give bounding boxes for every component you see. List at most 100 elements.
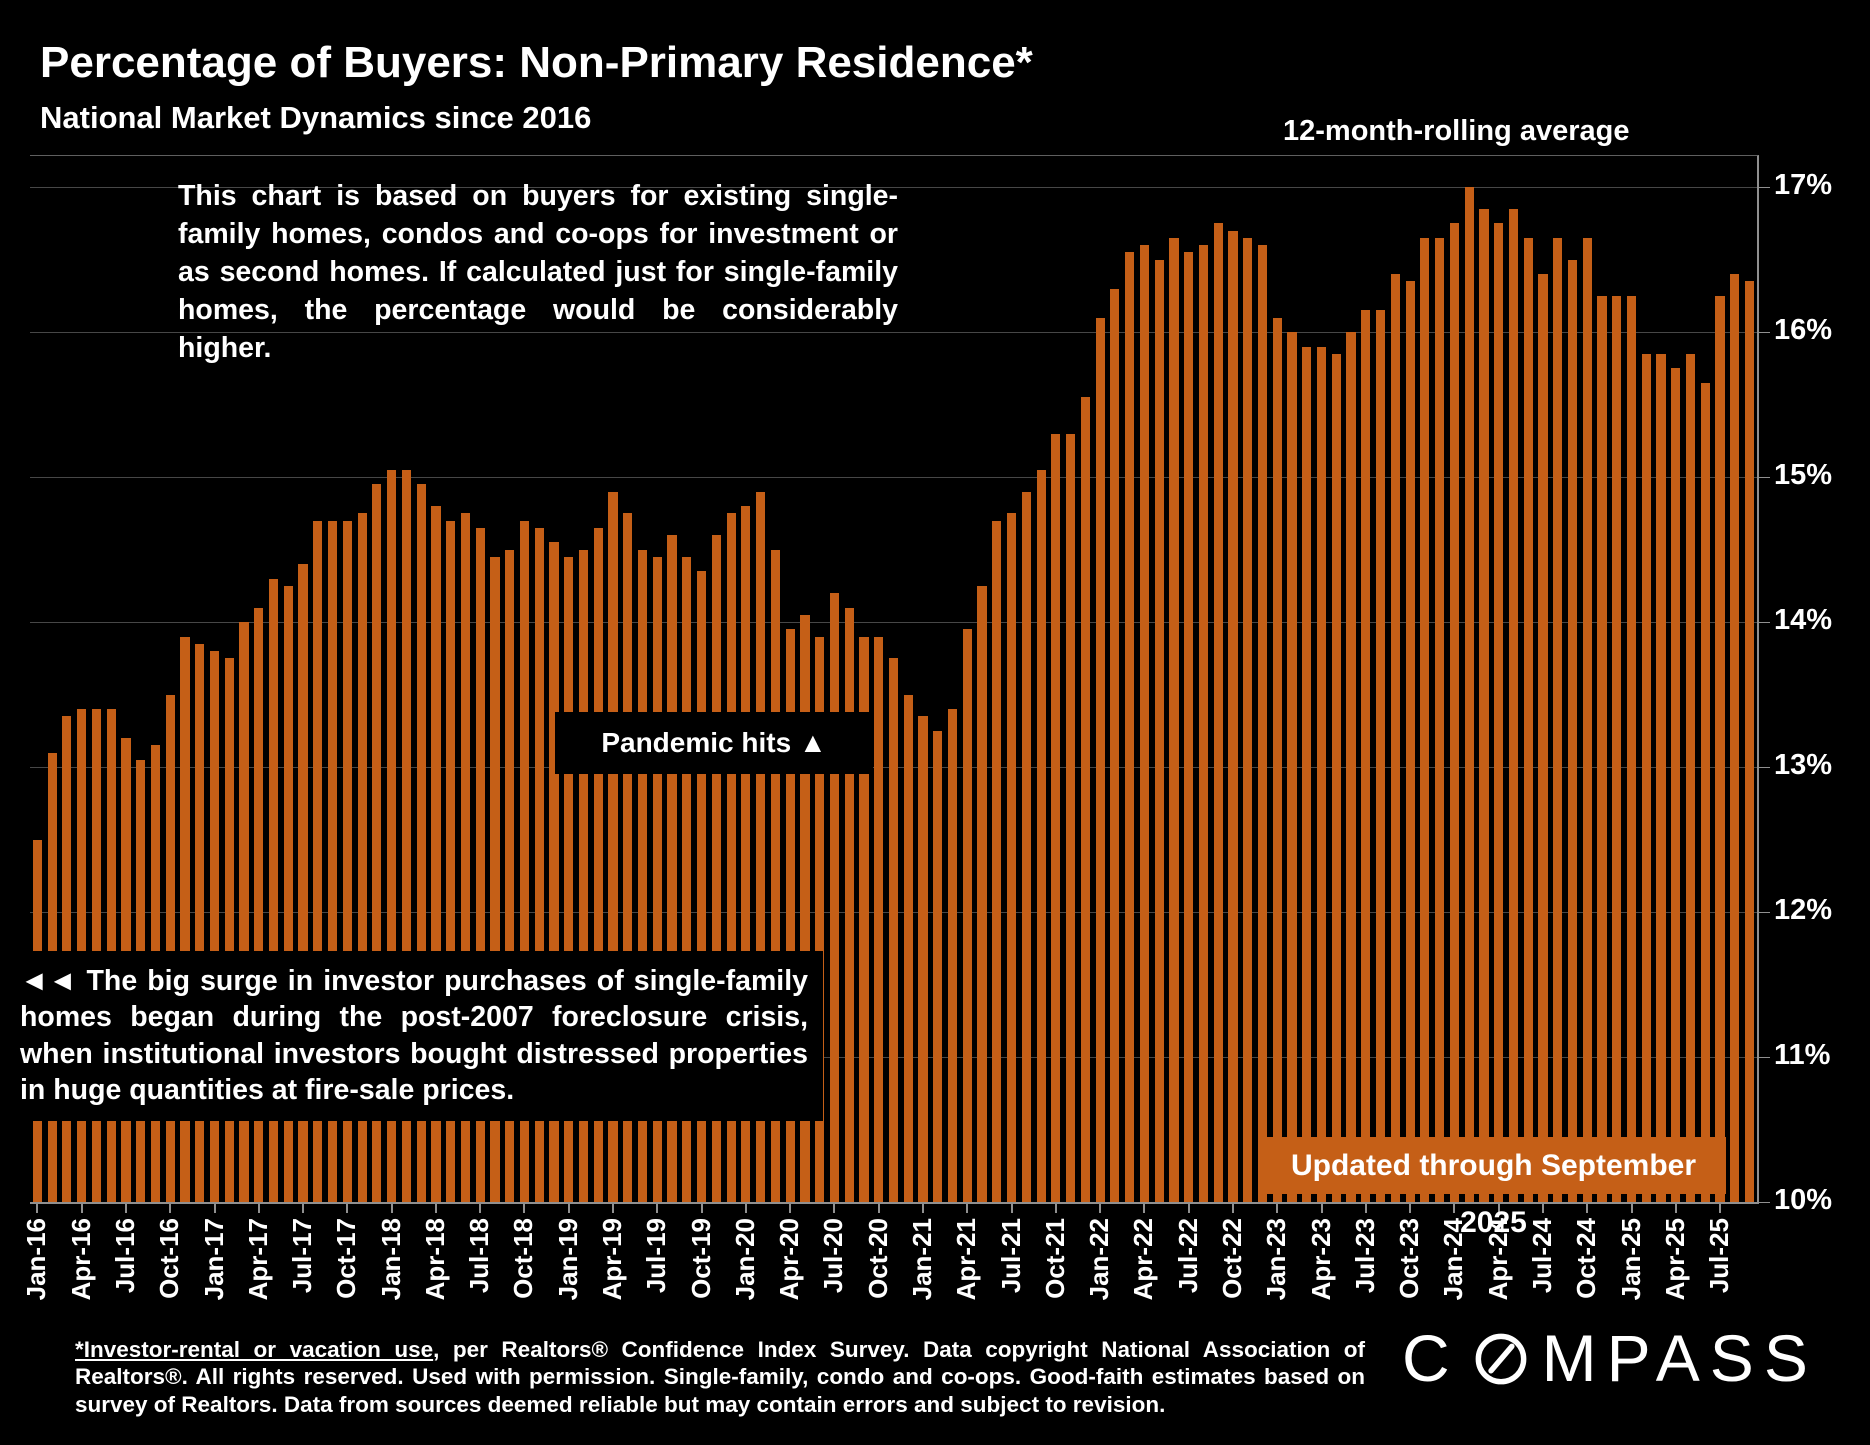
bar-Aug-25 [1730, 274, 1740, 1202]
bar-Jun-20 [815, 636, 825, 1202]
bar-Feb-21 [933, 730, 943, 1202]
bar-Nov-16 [180, 636, 190, 1202]
bar-Mar-20 [770, 549, 780, 1202]
bar-Nov-20 [888, 658, 899, 1202]
bar-Dec-19 [726, 513, 736, 1202]
bar-May-24 [1508, 208, 1519, 1202]
bar-Jan-21 [918, 716, 928, 1202]
bar-Jul-18 [475, 527, 485, 1202]
bar-Mar-17 [239, 622, 249, 1202]
bar-Dec-24 [1612, 295, 1622, 1202]
bar-Jan-22 [1095, 317, 1105, 1202]
rolling-average-label: 12-month-rolling average [1283, 115, 1630, 147]
bar-May-20 [800, 614, 810, 1202]
x-axis-tick-Oct-19 [700, 1202, 703, 1213]
x-axis-tick-Apr-17 [257, 1202, 260, 1213]
x-axis-tick-Oct-23 [1409, 1202, 1412, 1213]
bar-Jun-22 [1169, 237, 1179, 1202]
x-axis-tick-Jul-20 [833, 1202, 836, 1213]
bar-Apr-17 [254, 607, 264, 1202]
bar-Jan-25 [1626, 295, 1637, 1202]
x-axis-tick-Jan-20 [744, 1202, 747, 1213]
x-axis-label-Apr-19: Apr-19 [597, 1218, 628, 1301]
x-axis-tick-Jul-23 [1364, 1202, 1367, 1213]
bar-Apr-25 [1671, 368, 1681, 1202]
x-axis-label-Oct-19: Oct-19 [685, 1218, 716, 1299]
bar-Nov-21 [1066, 433, 1076, 1202]
x-axis-tick-Jan-24 [1453, 1202, 1456, 1213]
y-axis-tick-10% [1757, 1202, 1770, 1203]
x-axis-label-Oct-17: Oct-17 [331, 1218, 362, 1299]
y-axis-tick-15% [1757, 477, 1770, 478]
bar-Apr-21 [962, 629, 972, 1202]
y-axis-label-13%: 13% [1774, 749, 1833, 782]
x-axis-label-Jan-16: Jan-16 [21, 1218, 52, 1301]
y-axis-tick-16% [1757, 332, 1770, 333]
bar-Sep-24 [1567, 259, 1578, 1202]
x-axis-label-Apr-22: Apr-22 [1128, 1218, 1159, 1301]
bar-Jul-25 [1715, 295, 1725, 1202]
bar-Aug-23 [1376, 310, 1386, 1202]
bar-May-22 [1154, 259, 1164, 1202]
x-axis-label-Oct-23: Oct-23 [1394, 1218, 1425, 1299]
bar-Sep-22 [1213, 223, 1223, 1202]
x-axis-label-Apr-18: Apr-18 [419, 1218, 450, 1301]
x-axis-label-Jan-25: Jan-25 [1615, 1218, 1646, 1301]
x-axis-tick-Apr-21 [966, 1202, 969, 1213]
bar-Jun-24 [1523, 237, 1533, 1202]
x-axis-tick-Oct-20 [877, 1202, 880, 1213]
x-axis-label-Oct-21: Oct-21 [1039, 1218, 1070, 1299]
bar-Oct-24 [1582, 237, 1592, 1202]
plot-area: 17% 16% 15% 14% 13% 12% 11% 10% Jan-16 Apr-16 Jul-… [21, 155, 1832, 1300]
bar-Jan-24 [1449, 223, 1459, 1202]
y-axis-label-10%: 10% [1774, 1184, 1833, 1217]
bar-Sep-25 [1745, 281, 1755, 1202]
page-title: Percentage of Buyers: Non-Primary Reside… [40, 38, 1033, 87]
x-axis-label-Apr-21: Apr-21 [951, 1218, 982, 1301]
bar-Apr-20 [785, 629, 795, 1202]
bar-Jun-21 [992, 520, 1002, 1202]
bar-Apr-24 [1494, 223, 1504, 1202]
x-axis-tick-Jan-25 [1630, 1202, 1633, 1213]
bar-Feb-20 [756, 491, 766, 1202]
bar-Apr-22 [1139, 245, 1150, 1202]
y-axis-label-15%: 15% [1774, 459, 1833, 492]
x-axis-label-Jul-23: Jul-23 [1349, 1218, 1380, 1294]
bar-Feb-24 [1464, 187, 1474, 1202]
y-axis-tick-11% [1757, 1057, 1770, 1058]
annotation-pandemic-hits: Pandemic hits ▲ [555, 712, 873, 774]
compass-logo: C MPASS [1402, 1320, 1818, 1396]
x-axis-tick-Jan-17 [213, 1202, 216, 1213]
bar-May-19 [623, 513, 633, 1202]
bar-Jul-19 [652, 556, 662, 1202]
bar-Jul-22 [1184, 252, 1194, 1202]
bar-Mar-22 [1125, 252, 1135, 1202]
bar-Mar-21 [947, 709, 958, 1202]
x-axis-label-Oct-16: Oct-16 [154, 1218, 185, 1299]
footnote: *Investor-rental or vacation use, per Re… [75, 1336, 1365, 1418]
bar-Aug-20 [844, 607, 854, 1202]
x-axis-tick-Jul-16 [124, 1202, 127, 1213]
bar-May-25 [1685, 353, 1696, 1202]
bar-Jun-19 [637, 549, 648, 1202]
annotation-investor-surge: ◄◄ The big surge in investor purchases o… [5, 951, 823, 1121]
bar-Dec-23 [1435, 237, 1445, 1202]
bar-Mar-19 [593, 527, 603, 1202]
bar-Dec-22 [1257, 245, 1268, 1202]
x-axis-label-Jan-22: Jan-22 [1084, 1218, 1115, 1301]
x-axis-tick-Oct-24 [1586, 1202, 1589, 1213]
annotation-chart-basis: This chart is based on buyers for existi… [178, 180, 898, 364]
bar-May-23 [1331, 353, 1341, 1202]
bar-Aug-19 [667, 535, 677, 1202]
bar-Nov-22 [1243, 237, 1253, 1202]
bar-Apr-23 [1316, 346, 1327, 1202]
bar-Nov-17 [357, 513, 367, 1202]
bar-Oct-22 [1228, 230, 1238, 1202]
bar-Apr-19 [608, 491, 618, 1202]
y-axis-label-12%: 12% [1774, 894, 1833, 927]
x-axis-label-Jul-25: Jul-25 [1704, 1218, 1735, 1294]
x-axis-label-Apr-25: Apr-25 [1659, 1218, 1690, 1301]
gridline-16% [30, 332, 1757, 333]
annotation-updated-through: Updated through September 2025 [1261, 1137, 1726, 1239]
